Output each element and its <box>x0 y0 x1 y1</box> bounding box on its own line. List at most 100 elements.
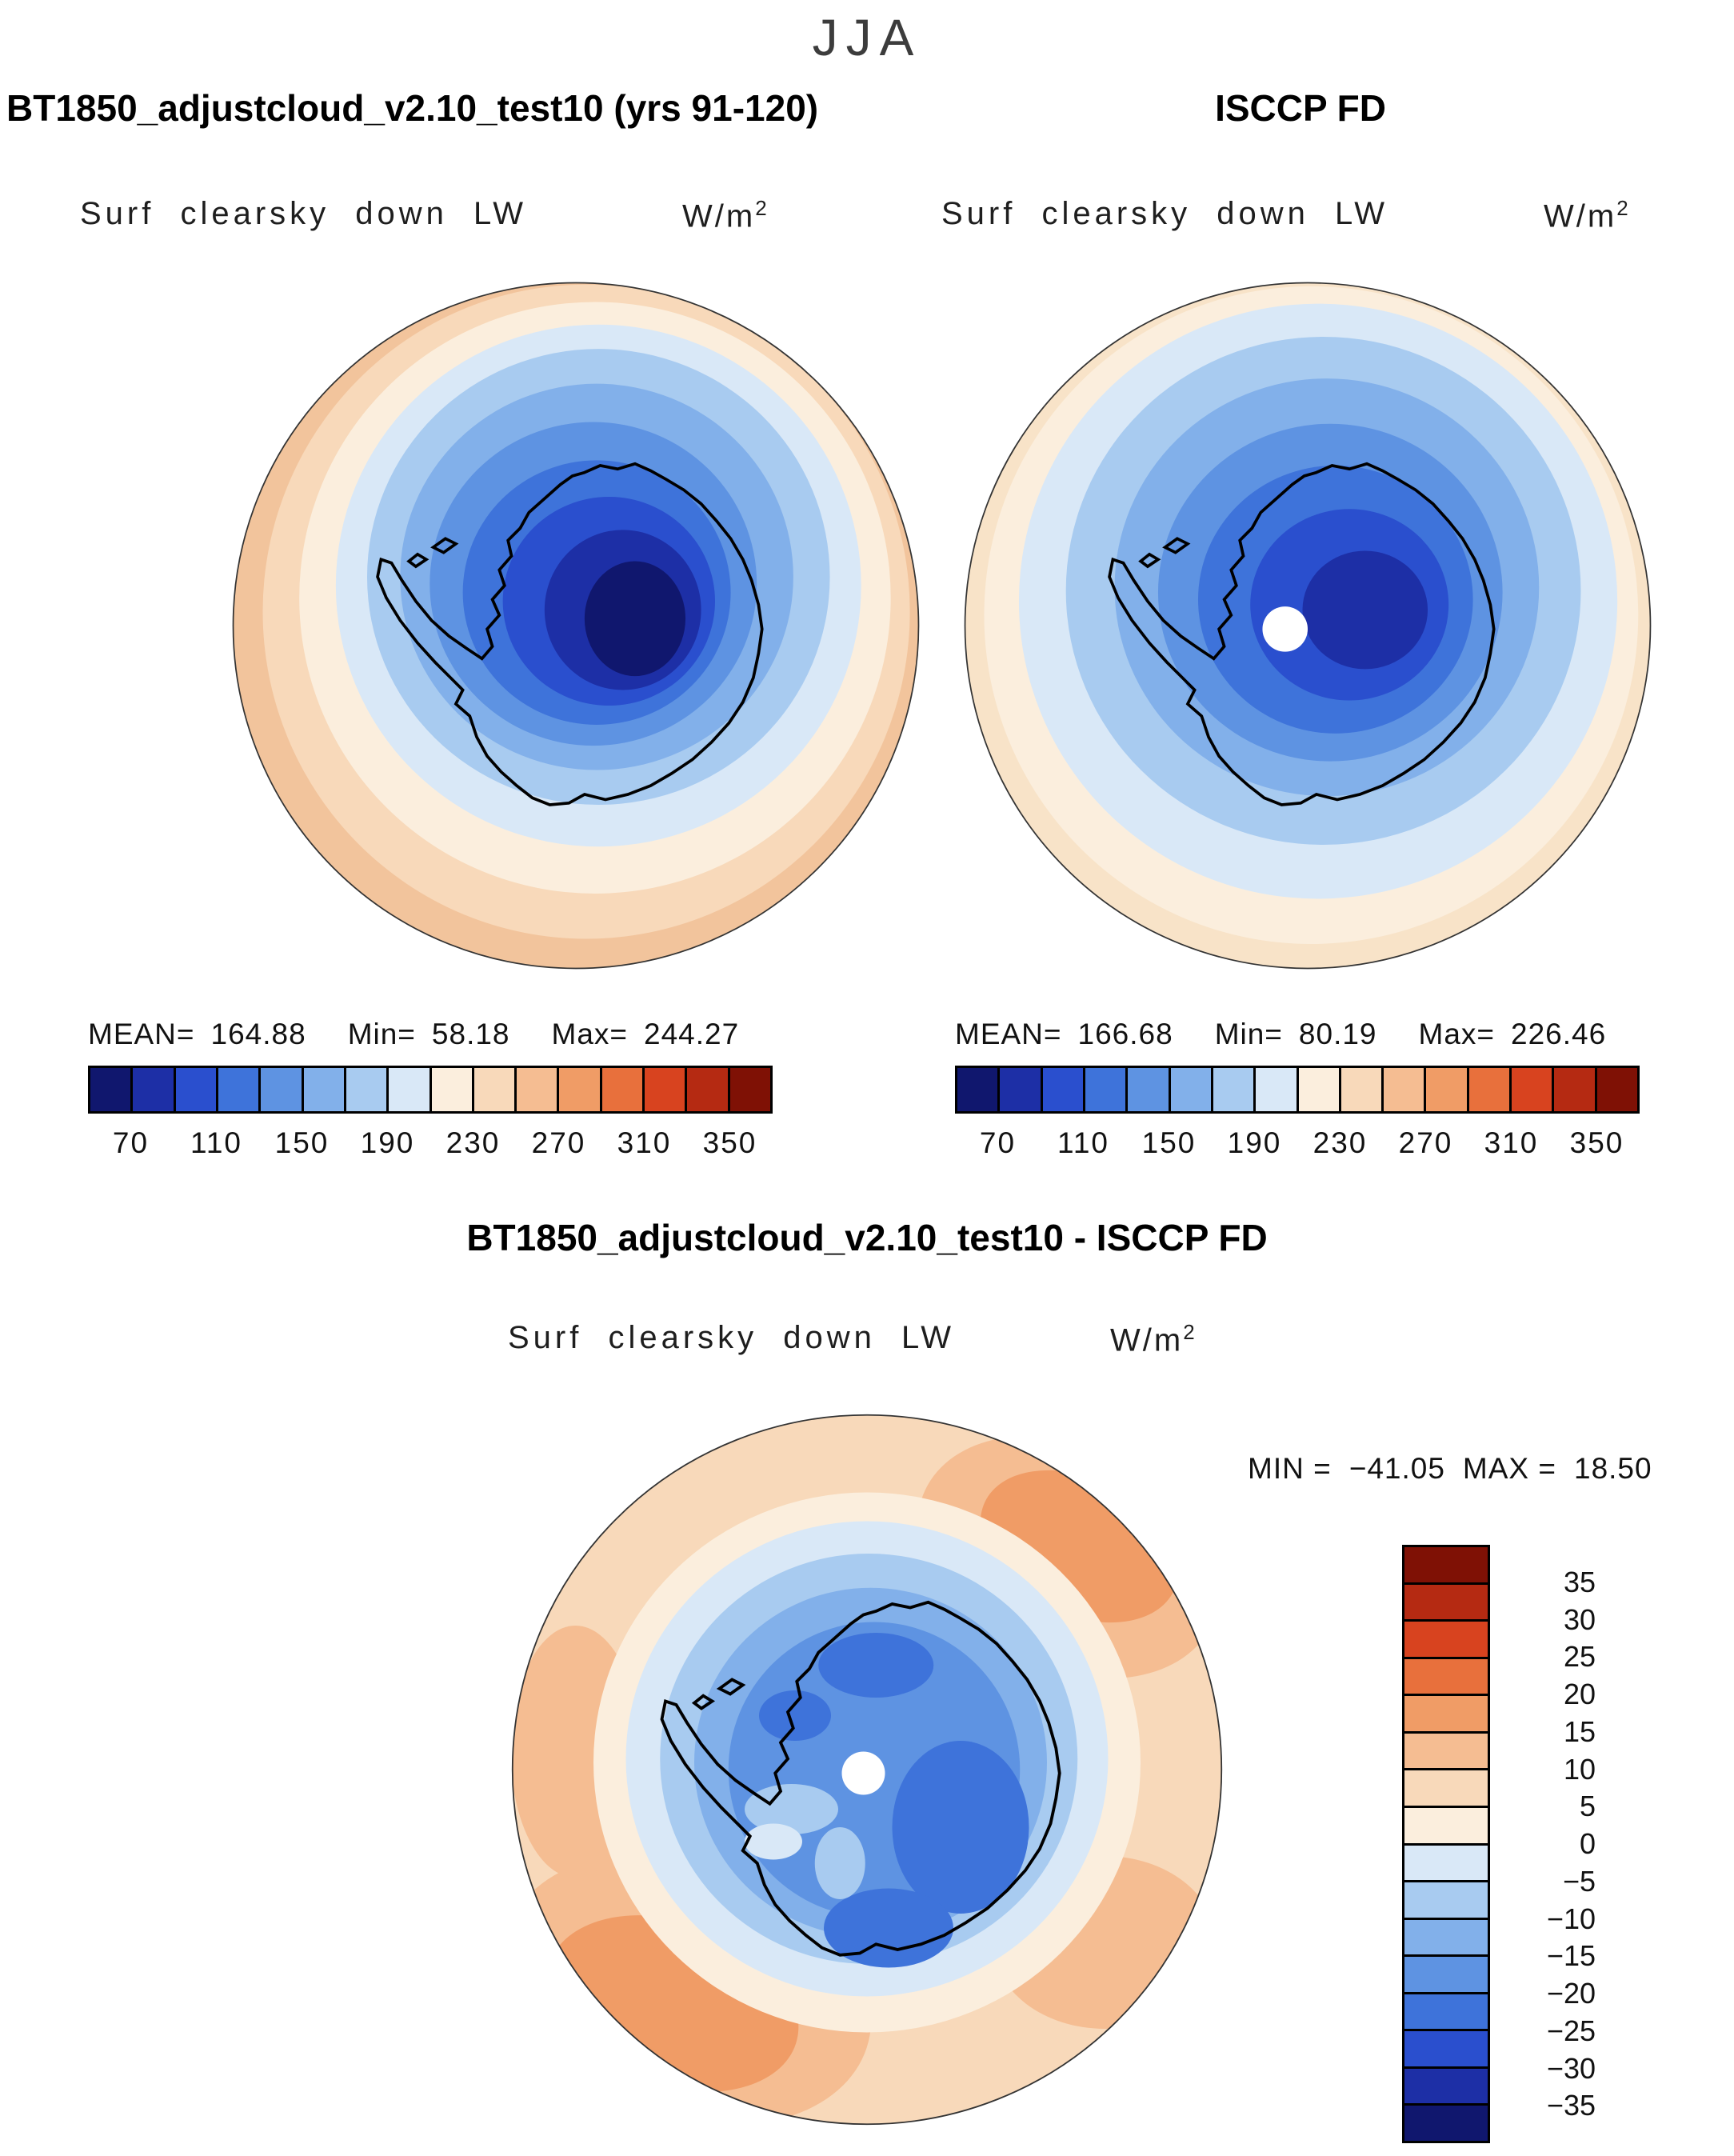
model-map-svg <box>232 282 920 970</box>
obs-max-label: Max= <box>1418 1018 1496 1050</box>
obs-max-value: 226.46 <box>1511 1018 1607 1050</box>
tick-label: 5 <box>1579 1790 1596 1823</box>
obs-min-value: 80.19 <box>1298 1018 1377 1050</box>
model-panel-title: BT1850_adjustcloud_v2.10_test10 (yrs 91-… <box>6 87 819 129</box>
tick-label: −25 <box>1546 2014 1596 2047</box>
obs-map-svg <box>964 282 1652 970</box>
colorbar-cell <box>1404 1882 1488 1920</box>
colorbar-cell <box>1404 2106 1488 2141</box>
colorbar-cell <box>261 1068 304 1111</box>
model-min-value: 58.18 <box>431 1018 510 1050</box>
diff-map <box>507 1410 1227 2134</box>
tick-label: 0 <box>1579 1827 1596 1860</box>
model-map <box>228 278 924 978</box>
colorbar-cell <box>1426 1068 1469 1111</box>
colorbar-cell <box>389 1068 432 1111</box>
obs-contour-fills <box>965 282 1651 969</box>
tick-label: −20 <box>1546 1977 1596 2010</box>
colorbar-cell <box>601 1068 645 1111</box>
model-contour-fills <box>233 282 919 969</box>
tick-label: 70 <box>979 1126 1017 1159</box>
model-stats: MEAN= 164.88 Min= 58.18 Max= 244.27 <box>88 1018 739 1051</box>
tick-label: 150 <box>274 1126 330 1159</box>
diff-panel-title: BT1850_adjustcloud_v2.10_test10 - ISCCP … <box>466 1217 1268 1258</box>
tick-label: 350 <box>702 1126 757 1159</box>
colorbar-cell <box>1298 1068 1341 1111</box>
model-max-value: 244.27 <box>644 1018 740 1050</box>
obs-min-label: Min= <box>1214 1018 1283 1050</box>
tick-label: 35 <box>1563 1565 1596 1598</box>
colorbar-cell <box>1384 1068 1427 1111</box>
colorbar-cell <box>1213 1068 1257 1111</box>
model-colorbar-ticks: 70 110 150 190 230 270 310 350 <box>88 1126 773 1162</box>
colorbar-cell <box>729 1068 770 1111</box>
colorbar-cell <box>687 1068 730 1111</box>
colorbar-cell <box>1170 1068 1213 1111</box>
colorbar-cell <box>1404 1733 1488 1771</box>
model-max-label: Max= <box>551 1018 629 1050</box>
colorbar-cell <box>517 1068 560 1111</box>
tick-label: −15 <box>1546 1939 1596 1973</box>
model-units-label: W/m2 <box>682 196 769 234</box>
map-boundary-circle <box>964 282 1652 970</box>
tick-label: 230 <box>1312 1126 1368 1159</box>
model-colorbar <box>88 1066 773 1114</box>
colorbar-cell <box>218 1068 262 1111</box>
diff-colorbar <box>1402 1545 1490 2143</box>
diff-min-value: −41.05 <box>1348 1452 1445 1485</box>
colorbar-cell <box>1404 1658 1488 1697</box>
tick-label: 25 <box>1563 1640 1596 1674</box>
colorbar-cell <box>1468 1068 1512 1111</box>
map-boundary-circle <box>511 1414 1223 2126</box>
colorbar-cell <box>957 1068 1001 1111</box>
obs-stats: MEAN= 166.68 Min= 80.19 Max= 226.46 <box>955 1018 1606 1051</box>
diff-units-label: W/m2 <box>1110 1320 1197 1358</box>
obs-mean-value: 166.68 <box>1077 1018 1173 1050</box>
tick-label: 110 <box>190 1126 242 1159</box>
diff-max-label: MAX = <box>1462 1452 1556 1485</box>
obs-units-label: W/m2 <box>1544 196 1631 234</box>
diff-units-base: W/m <box>1110 1322 1184 1358</box>
tick-label: 70 <box>112 1126 150 1159</box>
model-variable-label: Surf clearsky down LW <box>80 196 528 231</box>
tick-label: 350 <box>1569 1126 1624 1159</box>
colorbar-cell <box>559 1068 602 1111</box>
tick-label: 15 <box>1563 1714 1596 1748</box>
colorbar-cell <box>1404 1845 1488 1883</box>
model-units-exponent: 2 <box>755 196 769 220</box>
obs-units-exponent: 2 <box>1616 196 1631 220</box>
diff-max-value: 18.50 <box>1574 1452 1652 1485</box>
colorbar-cell <box>90 1068 134 1111</box>
colorbar-cell <box>1554 1068 1597 1111</box>
model-mean-value: 164.88 <box>210 1018 306 1050</box>
colorbar-cell <box>133 1068 176 1111</box>
colorbar-cell <box>1404 1547 1488 1585</box>
map-boundary-circle <box>232 282 920 970</box>
tick-label: −35 <box>1546 2089 1596 2122</box>
colorbar-cell <box>1340 1068 1384 1111</box>
tick-label: 150 <box>1141 1126 1197 1159</box>
season-title: JJA <box>812 9 922 66</box>
tick-label: −30 <box>1546 2051 1596 2085</box>
colorbar-cell <box>1404 1622 1488 1659</box>
colorbar-cell <box>1404 1994 1488 2032</box>
colorbar-cell <box>1404 1919 1488 1958</box>
obs-variable-label: Surf clearsky down LW <box>941 196 1389 231</box>
diff-map-svg <box>511 1414 1223 2126</box>
obs-colorbar <box>955 1066 1640 1114</box>
tick-label: −10 <box>1546 1902 1596 1935</box>
tick-label: 310 <box>1484 1126 1539 1159</box>
tick-label: 230 <box>445 1126 501 1159</box>
colorbar-cell <box>1512 1068 1555 1111</box>
colorbar-cell <box>1404 1807 1488 1846</box>
colorbar-cell <box>1404 1957 1488 1994</box>
colorbar-cell <box>645 1068 688 1111</box>
colorbar-cell <box>1404 1584 1488 1622</box>
tick-label: −5 <box>1562 1864 1596 1898</box>
obs-panel-title: ISCCP FD <box>1215 87 1386 129</box>
tick-label: 30 <box>1563 1602 1596 1636</box>
obs-mean-label: MEAN= <box>955 1018 1062 1050</box>
tick-label: 190 <box>360 1126 415 1159</box>
colorbar-cell <box>431 1068 474 1111</box>
diff-minmax: MIN = −41.05 MAX = 18.50 <box>1248 1452 1652 1486</box>
